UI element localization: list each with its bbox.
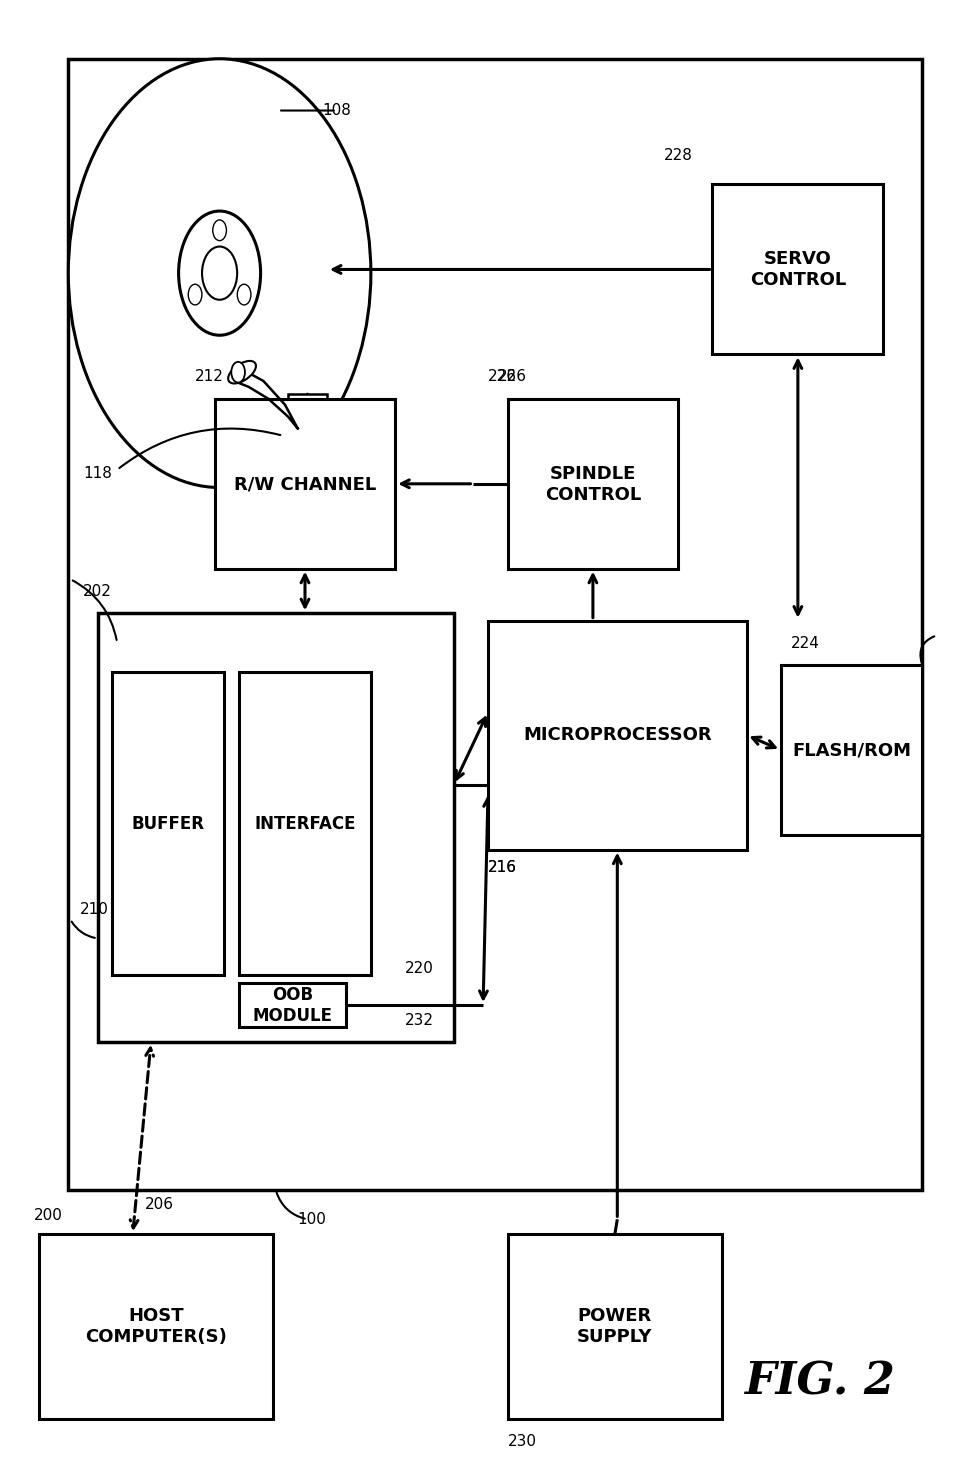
Polygon shape [234, 370, 297, 429]
Bar [214, 399, 395, 569]
Ellipse shape [68, 59, 370, 488]
Text: OOB
MODULE: OOB MODULE [253, 986, 332, 1024]
Bar [507, 399, 678, 569]
Text: 216: 216 [488, 860, 517, 875]
Circle shape [178, 211, 260, 336]
Text: 224: 224 [790, 636, 819, 650]
Bar [239, 983, 346, 1027]
Text: 206: 206 [144, 1197, 174, 1212]
Text: 200: 200 [34, 1208, 63, 1222]
Bar [239, 672, 370, 975]
Bar [288, 395, 327, 451]
Text: MICROPROCESSOR: MICROPROCESSOR [523, 726, 711, 745]
Text: SPINDLE
CONTROL: SPINDLE CONTROL [544, 464, 641, 504]
Bar [98, 613, 453, 1042]
Ellipse shape [228, 361, 255, 384]
Polygon shape [283, 384, 312, 451]
Bar [507, 1234, 722, 1419]
Text: 228: 228 [663, 148, 692, 163]
Text: 216: 216 [488, 860, 517, 875]
Text: 118: 118 [83, 466, 112, 480]
Text: 202: 202 [83, 584, 112, 599]
Bar [39, 1234, 273, 1419]
Text: 232: 232 [405, 1012, 434, 1027]
Bar [488, 621, 746, 850]
Text: FIG. 2: FIG. 2 [744, 1360, 894, 1404]
Text: FLASH/ROM: FLASH/ROM [792, 740, 910, 760]
Text: R/W CHANNEL: R/W CHANNEL [234, 474, 375, 494]
Text: HOST
COMPUTER(S): HOST COMPUTER(S) [85, 1307, 227, 1346]
Text: 108: 108 [322, 103, 351, 118]
Circle shape [188, 284, 202, 306]
Circle shape [202, 247, 237, 300]
Text: POWER
SUPPLY: POWER SUPPLY [576, 1307, 652, 1346]
Text: SERVO
CONTROL: SERVO CONTROL [749, 250, 845, 290]
Text: 226: 226 [488, 370, 517, 384]
Bar [780, 665, 921, 835]
Circle shape [213, 220, 226, 241]
Text: 230: 230 [507, 1434, 536, 1448]
Text: 220: 220 [405, 961, 434, 975]
Circle shape [237, 284, 251, 306]
Text: 100: 100 [297, 1212, 327, 1227]
Text: 210: 210 [80, 902, 109, 916]
Circle shape [231, 362, 245, 383]
Bar [712, 185, 882, 355]
Text: BUFFER: BUFFER [132, 814, 205, 834]
Text: 212: 212 [195, 370, 224, 384]
Text: INTERFACE: INTERFACE [254, 814, 355, 834]
Text: 226: 226 [497, 370, 526, 384]
Bar [68, 59, 921, 1190]
Bar [112, 672, 224, 975]
